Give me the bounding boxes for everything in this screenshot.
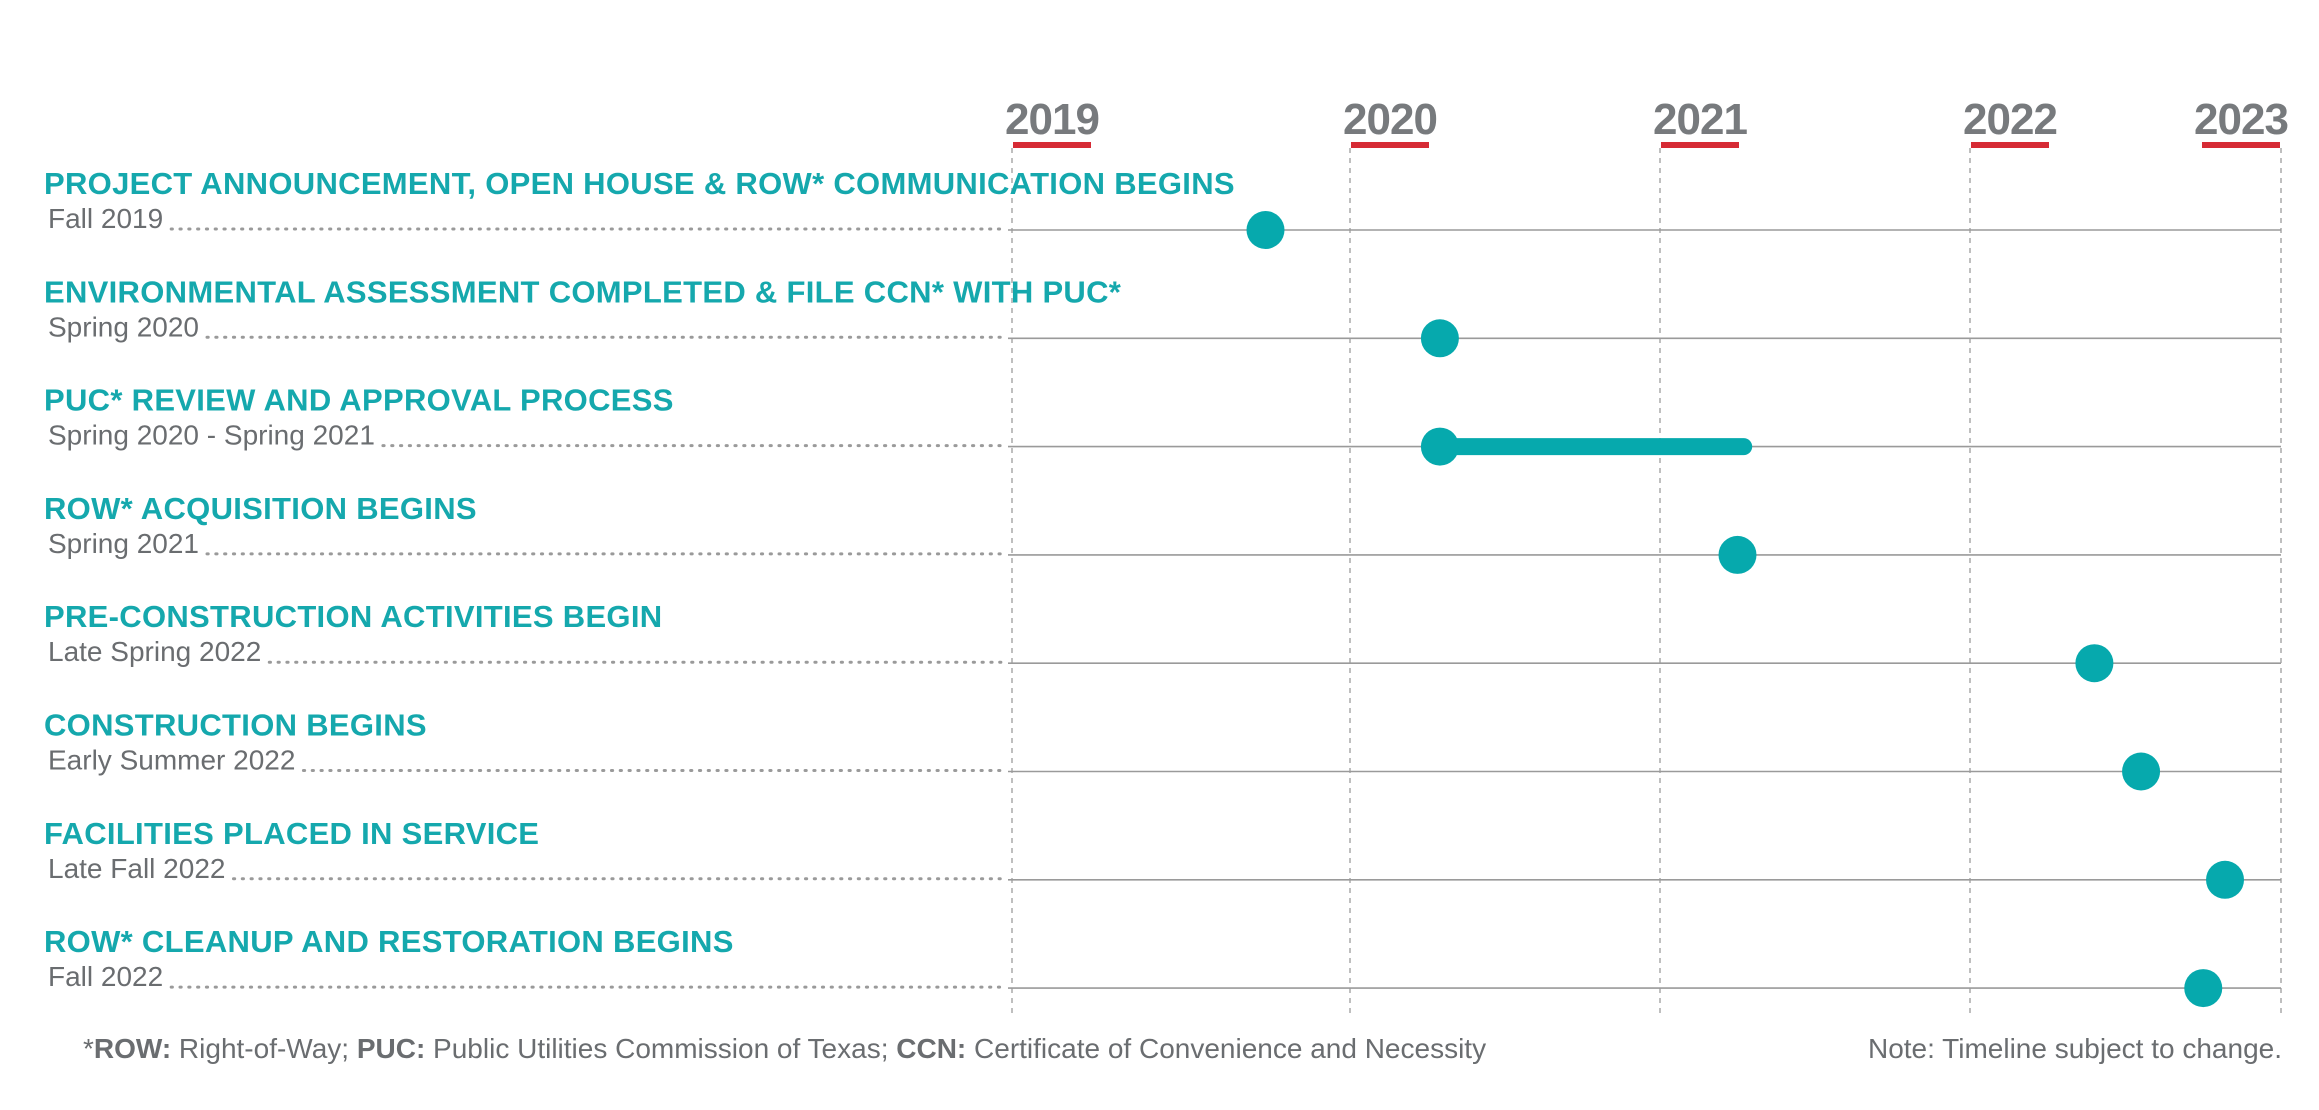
milestone-title: CONSTRUCTION BEGINS (44, 708, 427, 743)
milestone-date: Spring 2021 (48, 528, 199, 559)
footnote-ccn-text: Certificate of Convenience and Necessity (966, 1033, 1486, 1064)
footnote-row-text: Right-of-Way; (171, 1033, 357, 1064)
year-label-2021: 2021 (1653, 95, 1747, 144)
milestone-marker (2206, 860, 2245, 899)
year-underline-2022 (1971, 142, 2049, 148)
milestone-marker (2075, 644, 2114, 683)
milestone-title: ENVIRONMENTAL ASSESSMENT COMPLETED & FIL… (44, 274, 1122, 309)
milestone-date: Late Spring 2022 (48, 636, 261, 667)
year-underline-2023 (2202, 142, 2280, 148)
milestone-title: PRE-CONSTRUCTION ACTIVITIES BEGIN (44, 599, 662, 634)
milestone-marker (1420, 427, 1459, 466)
milestone-rows: PROJECT ANNOUNCEMENT, OPEN HOUSE & ROW* … (44, 166, 2281, 1008)
milestone-marker (1246, 211, 1285, 249)
footnote-prefix: * (83, 1033, 94, 1064)
milestone-date: Fall 2019 (48, 203, 163, 234)
footnote: *ROW: Right-of-Way; PUC: Public Utilitie… (83, 1033, 1486, 1064)
milestone-date: Spring 2020 - Spring 2021 (48, 420, 375, 451)
footnote-puc-text: Public Utilities Commission of Texas; (425, 1033, 896, 1064)
year-underline-2020 (1351, 142, 1429, 148)
milestone-title: PUC* REVIEW AND APPROVAL PROCESS (44, 383, 674, 418)
year-label-2019: 2019 (1005, 95, 1099, 144)
year-underline-2019 (1013, 142, 1091, 148)
milestone-title: PROJECT ANNOUNCEMENT, OPEN HOUSE & ROW* … (44, 166, 1235, 201)
footnote-puc-key: PUC: (357, 1033, 425, 1064)
milestone-marker (1420, 319, 1459, 358)
milestone-row: PROJECT ANNOUNCEMENT, OPEN HOUSE & ROW* … (44, 166, 2281, 249)
year-label-2020: 2020 (1343, 95, 1437, 144)
milestone-title: ROW* ACQUISITION BEGINS (44, 491, 477, 526)
milestone-marker (2122, 752, 2161, 791)
year-axis: 2019 2020 2021 2022 2023 (1005, 95, 2289, 148)
milestone-date: Fall 2022 (48, 961, 163, 992)
milestone-date: Late Fall 2022 (48, 853, 225, 884)
milestone-row: ENVIRONMENTAL ASSESSMENT COMPLETED & FIL… (44, 274, 2281, 358)
milestone-title: FACILITIES PLACED IN SERVICE (44, 816, 539, 851)
milestone-date: Spring 2020 (48, 311, 199, 342)
year-underline-2021 (1661, 142, 1739, 148)
timeline-note: Note: Timeline subject to change. (1868, 1033, 2282, 1064)
year-label-2022: 2022 (1963, 95, 2057, 144)
year-label-2023: 2023 (2194, 95, 2288, 144)
milestone-marker (1718, 535, 1757, 574)
milestone-marker (2184, 969, 2223, 1008)
milestone-date: Early Summer 2022 (48, 745, 295, 776)
year-gridlines (1011, 148, 2282, 1015)
footnote-ccn-key: CCN: (896, 1033, 966, 1064)
milestone-title: ROW* CLEANUP AND RESTORATION BEGINS (44, 924, 734, 959)
footnote-row-key: ROW: (94, 1033, 171, 1064)
milestone-row: ROW* CLEANUP AND RESTORATION BEGINSFall … (44, 924, 2281, 1008)
